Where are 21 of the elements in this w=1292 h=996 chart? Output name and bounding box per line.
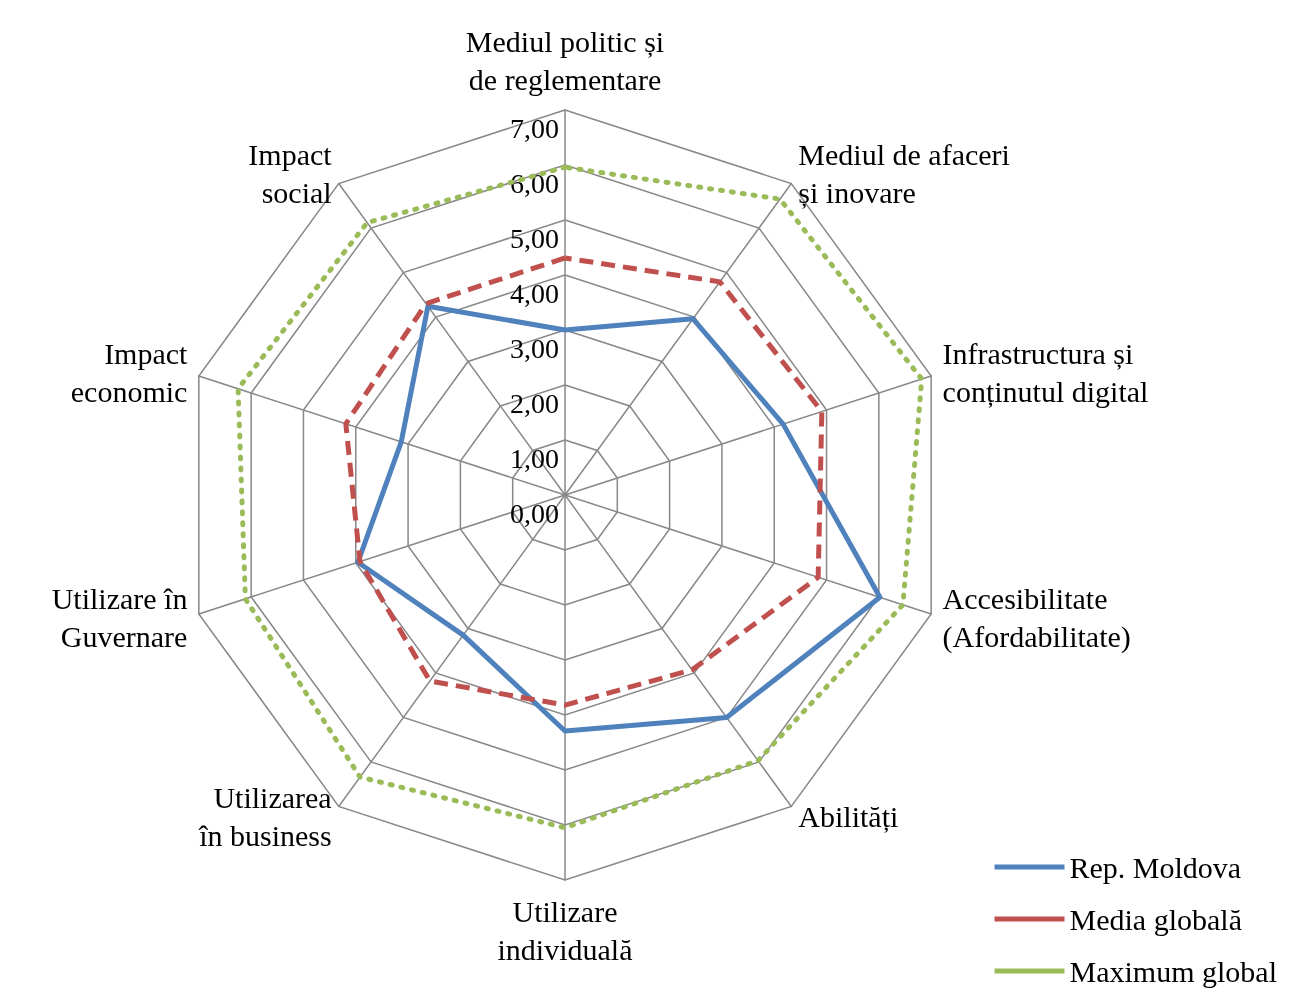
spoke-label: Mediul de afaceri și inovare [798, 138, 1010, 210]
spoke-label: Infrastructura și conținutul digital [942, 336, 1149, 408]
y-tick-label: 1,00 [510, 442, 559, 474]
spoke-label: Utilizare în Guvernare [51, 582, 188, 654]
spoke-label: Impact social [248, 138, 333, 210]
y-tick-label: 3,00 [510, 332, 559, 364]
y-tick-label: 7,00 [510, 112, 559, 144]
spoke-label: Impact economic [70, 336, 189, 408]
y-tick-label: 2,00 [510, 387, 559, 419]
spoke-label: Abilități [798, 799, 899, 833]
y-tick-label: 0,00 [510, 497, 559, 529]
spoke-label: Accesibilitate (Afordabilitate) [942, 582, 1131, 655]
legend-label: Media globală [1069, 902, 1242, 936]
y-tick-label: 4,00 [510, 277, 559, 309]
legend-label: Maximum global [1069, 954, 1277, 988]
spoke-label: Mediul politic și de reglementare [465, 24, 665, 96]
y-tick-label: 5,00 [510, 222, 559, 254]
y-tick-label: 6,00 [510, 167, 559, 199]
spoke-label: Utilizarea în business [198, 780, 332, 852]
legend-label: Rep. Moldova [1069, 850, 1242, 884]
spoke-label: Utilizare individuală [497, 894, 633, 966]
